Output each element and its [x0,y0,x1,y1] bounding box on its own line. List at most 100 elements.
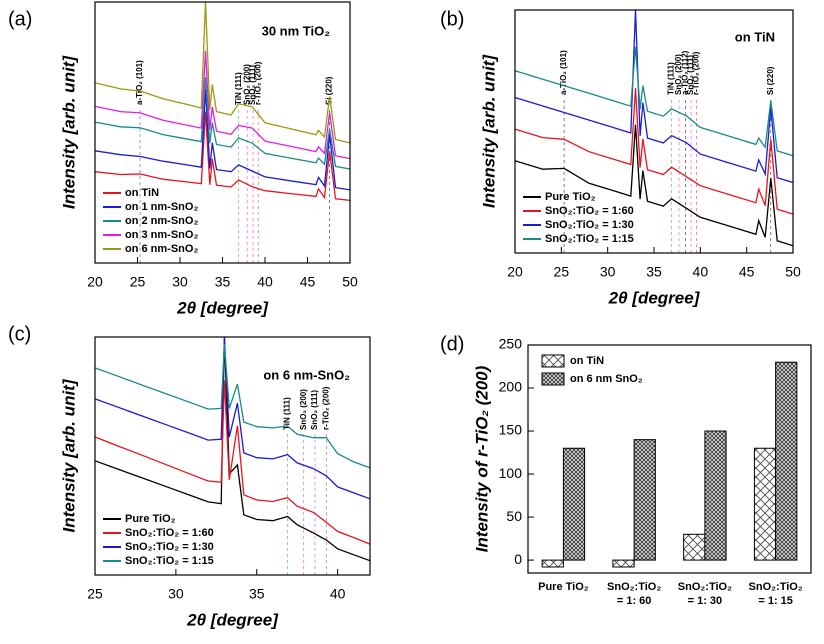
x-tick-label: 40 [257,274,273,290]
y-tick-label: 150 [499,422,523,438]
spectrum-line [94,77,351,170]
legend-label: Pure TiO₂ [545,191,596,203]
x-tick-label: 35 [249,586,265,602]
panel-label: (c) [8,323,31,345]
x-tick-label: 45 [739,264,755,280]
panel-label: (d) [440,333,464,355]
x-tick-label: 20 [87,274,103,290]
legend-label: on 6 nm SnO₂ [570,373,643,385]
y-tick-label: 100 [499,465,523,481]
x-tick-label-line: SnO₂:TiO₂ [749,581,803,593]
spectrum-line [94,111,351,202]
bar [541,559,564,568]
peak-label: TiN (111) [234,72,243,105]
x-tick-label: 25 [130,274,146,290]
x-tick-label: 50 [342,274,358,290]
peak-label: SnO₂ (111) [310,390,319,430]
peak-label: TiN (111) [283,397,292,430]
legend-label: on 3 nm-SnO₂ [125,229,198,241]
bar [683,533,706,561]
x-tick-label: 25 [87,586,103,602]
legend-label: SnO₂:TiO₂ = 1:60 [125,527,214,539]
y-axis-label: Intensity [arb. unit] [59,55,78,209]
panel-title: 30 nm TiO₂ [262,23,331,38]
x-tick-label: Pure TiO₂ [538,581,589,593]
x-tick-label-line: = 1: 15 [758,595,793,607]
panel-title: on 6 nm-SnO₂ [263,367,350,382]
bar [562,447,586,561]
y-axis-label: Intensity [arb. unit] [59,378,78,532]
x-tick-label: SnO₂:TiO₂ = 1: 60 [607,581,661,607]
x-tick-label: SnO₂:TiO₂ = 1: 15 [749,581,803,607]
bar [633,439,656,561]
legend-swatch [541,372,565,386]
panel-label: (a) [8,8,32,30]
spectrum-line [94,336,371,562]
peak-label: a-TiO₂ (101) [135,60,144,105]
peak-label: SnO₂ (111) [248,65,257,105]
spectrum-line [514,9,794,184]
legend-label: SnO₂:TiO₂ = 1:15 [125,555,214,567]
x-tick-label: 25 [554,264,570,280]
x-tick-label: SnO₂:TiO₂ = 1: 30 [678,581,732,607]
x-axis-label: 2θ [degree] [186,610,279,629]
legend-label: SnO₂:TiO₂ = 1:15 [545,233,634,245]
x-axis-label: 2θ [degree] [176,298,269,317]
x-tick-label-line: SnO₂:TiO₂ [607,581,661,593]
legend-label: SnO₂:TiO₂ = 1:60 [545,205,634,217]
spectrum-line [94,89,351,191]
bar [775,361,798,561]
panel-title: on TiN [735,29,775,44]
peak-label: SnO₂ (200) [299,389,308,430]
bar [753,447,777,561]
y-axis-label: Intensity [arb. unit] [479,54,498,208]
legend-label: on 1 nm-SnO₂ [125,201,198,213]
x-tick-label: 30 [600,264,616,280]
plot-frame [527,344,812,574]
bar [704,430,727,561]
peak-label: r-TiO₂ (200) [692,51,701,95]
x-tick-label-line: SnO₂:TiO₂ [678,581,732,593]
legend-label: on 6 nm-SnO₂ [125,243,198,255]
spectrum-line [94,50,351,160]
x-tick-label: 40 [693,264,709,280]
x-tick-label: 45 [300,274,316,290]
y-axis-label: Intensity of r-TiO₂ (200) [472,365,491,552]
peak-label: a-TiO₂ (101) [559,50,568,95]
x-tick-label-line: Pure TiO₂ [538,581,589,593]
x-tick-label: 35 [646,264,662,280]
x-tick-label: 30 [168,586,184,602]
spectrum-line [514,88,794,215]
x-tick-label: 35 [215,274,231,290]
bar [612,559,635,568]
spectrum-line [94,1,351,144]
spectrum-line [514,124,794,247]
peak-label: r-TiO₂ (200) [321,386,330,430]
spectrum-line [514,46,794,157]
peak-label: a-TiO₂ (112) [681,50,690,95]
legend-label: SnO₂:TiO₂ = 1:30 [545,219,634,231]
spectrum-line [94,336,371,500]
legend-label: on 2 nm-SnO₂ [125,215,198,227]
peak-label: TiN (111) [667,62,676,95]
peak-label: Si (220) [766,66,775,95]
y-tick-label: 50 [506,508,522,524]
y-tick-label: 250 [499,336,523,352]
legend-label: Pure TiO₂ [125,513,176,525]
peak-label: SnO₂ (200) [674,54,683,95]
peak-label: r-TiO₂ (200) [253,61,262,105]
spectrum-line [94,344,371,469]
x-axis-label: 2θ [degree] [608,288,701,307]
legend-label: on TiN [125,187,159,199]
plot-frame [94,336,371,576]
peak-label: Si (220) [325,76,334,105]
peak-label: SnO₂ (111) [686,55,695,95]
y-tick-label: 0 [514,551,522,567]
legend-label: SnO₂:TiO₂ = 1:30 [125,541,214,553]
legend-label: on TiN [570,355,604,367]
spectrum-line [94,380,371,545]
x-tick-label: 50 [785,264,801,280]
peak-label: SnO₂ (200) [242,64,251,105]
x-tick-label-line: = 1: 30 [688,595,723,607]
